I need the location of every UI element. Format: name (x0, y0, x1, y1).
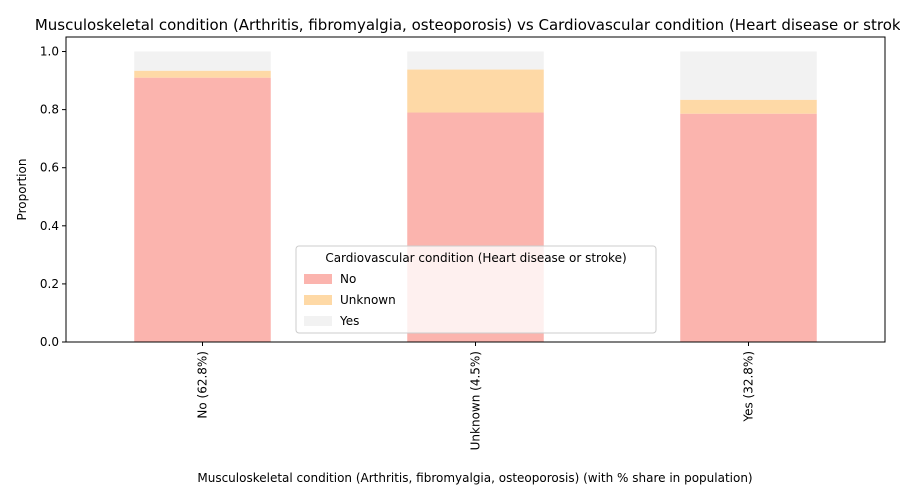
bars (134, 51, 817, 343)
y-tick-label: 1.0 (40, 45, 59, 59)
y-tick-label: 0.6 (40, 161, 59, 175)
bar-unknown-0 (134, 70, 271, 78)
legend-label-no: No (340, 272, 356, 286)
legend-swatch-unknown (304, 295, 332, 305)
bar-yes-0 (134, 51, 271, 71)
y-axis-label: Proportion (15, 159, 29, 221)
y-tick-label: 0.8 (40, 103, 59, 117)
legend-label-unknown: Unknown (340, 293, 396, 307)
legend-entries: No Unknown Yes (304, 272, 396, 328)
x-tick-label: Unknown (4.5%) (469, 351, 483, 450)
legend-frame (295, 245, 657, 334)
bar-yes-1 (407, 51, 544, 70)
legend-swatch-yes (304, 316, 332, 326)
x-tick-label: Yes (32.8%) (742, 351, 756, 423)
legend: Cardiovascular condition (Heart disease … (295, 245, 657, 334)
x-axis: No (62.8%) Unknown (4.5%) Yes (32.8%) (196, 342, 756, 450)
bar-yes-2 (680, 51, 817, 100)
bar-no-2 (680, 113, 817, 342)
x-axis-label: Musculoskeletal condition (Arthritis, fi… (197, 471, 752, 485)
bar-unknown-2 (680, 99, 817, 114)
legend-swatch-no (304, 274, 332, 284)
y-tick-label: 0.2 (40, 277, 59, 291)
bar-no-0 (134, 77, 271, 343)
y-axis: 0.0 0.2 0.4 0.6 0.8 1.0 (40, 45, 66, 349)
bar-unknown-1 (407, 69, 544, 113)
legend-label-yes: Yes (339, 314, 359, 328)
chart-title: Musculoskeletal condition (Arthritis, fi… (35, 16, 900, 34)
y-tick-label: 0.4 (40, 219, 59, 233)
x-tick-label: No (62.8%) (196, 351, 210, 419)
y-tick-label: 0.0 (40, 335, 59, 349)
legend-title: Cardiovascular condition (Heart disease … (325, 251, 626, 265)
